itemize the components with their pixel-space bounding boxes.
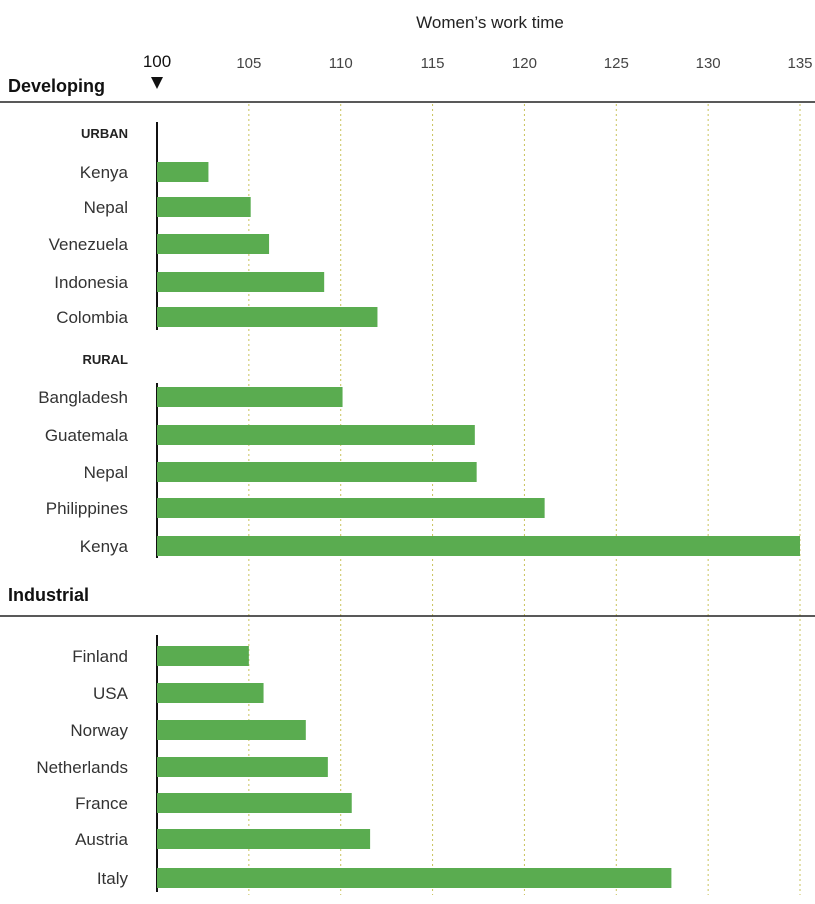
category-label: Colombia <box>56 308 128 327</box>
x-tick-label: 120 <box>512 55 537 72</box>
category-label: France <box>75 794 128 813</box>
category-label: Kenya <box>80 537 129 556</box>
bars <box>157 162 800 888</box>
x-tick-label: 100 <box>143 52 171 71</box>
category-label: Bangladesh <box>38 388 128 407</box>
group-label: URBAN <box>81 126 128 141</box>
category-label: Nepal <box>84 463 128 482</box>
bar <box>157 272 325 292</box>
category-label: Philippines <box>46 499 128 518</box>
category-label: Venezuela <box>49 235 129 254</box>
x-tick-label: 125 <box>604 55 629 72</box>
x-axis-ticks: 100 105 110 115 120 125 130 135 <box>143 52 813 89</box>
category-label: Netherlands <box>36 758 128 777</box>
sections: Developing URBAN RURAL Industrial <box>0 76 815 892</box>
bar <box>157 683 264 703</box>
category-labels: Kenya Nepal Venezuela Indonesia Colombia Bang… <box>36 163 128 888</box>
category-label: USA <box>93 684 129 703</box>
bar <box>157 793 352 813</box>
x-tick-label: 110 <box>329 55 353 72</box>
bar <box>157 162 209 182</box>
bar <box>157 757 328 777</box>
bar <box>157 425 475 445</box>
section-header: Developing <box>8 76 105 96</box>
category-label: Nepal <box>84 198 128 217</box>
category-label: Guatemala <box>45 426 129 445</box>
category-label: Italy <box>97 869 129 888</box>
group-label: RURAL <box>83 352 129 367</box>
bar <box>157 868 672 888</box>
bar <box>157 720 306 740</box>
bar <box>157 498 545 518</box>
bar <box>157 387 343 407</box>
x-tick-label: 105 <box>236 55 261 72</box>
category-label: Norway <box>70 721 128 740</box>
bar <box>157 307 378 327</box>
baseline-marker <box>151 77 163 89</box>
x-tick-label: 115 <box>421 55 445 72</box>
x-axis-title: Women’s work time <box>416 13 564 32</box>
bar <box>157 234 270 254</box>
bar <box>157 829 371 849</box>
section-header: Industrial <box>8 585 89 605</box>
bar <box>157 462 477 482</box>
bar <box>157 536 800 556</box>
category-label: Austria <box>75 830 128 849</box>
category-label: Indonesia <box>54 273 128 292</box>
category-label: Kenya <box>80 163 129 182</box>
bar <box>157 197 251 217</box>
bar <box>157 646 249 666</box>
x-tick-label: 130 <box>696 55 721 72</box>
category-label: Finland <box>72 647 128 666</box>
x-tick-label: 135 <box>787 55 812 72</box>
